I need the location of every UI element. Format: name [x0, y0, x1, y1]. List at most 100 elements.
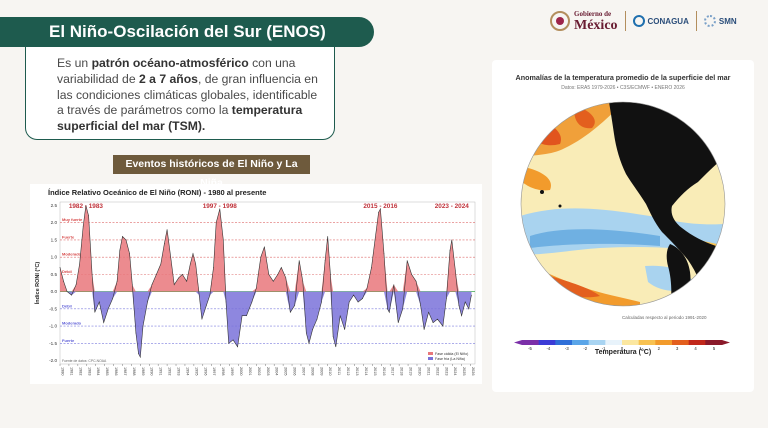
roni-data-point [135, 332, 137, 334]
roni-data-point [308, 342, 310, 344]
roni-data-point [298, 260, 300, 261]
roni-data-point [280, 267, 282, 268]
roni-data-point [428, 311, 429, 313]
roni-data-point [186, 280, 188, 282]
colorbar-segment [688, 340, 706, 345]
colorbar-segment [538, 340, 556, 345]
roni-data-point [330, 274, 331, 275]
roni-data-point [264, 246, 265, 248]
x-tick-label: 1987 [123, 367, 127, 375]
roni-data-point [420, 305, 421, 306]
x-tick-label: 2016 [382, 367, 386, 375]
colorbar-tick: 5 [713, 346, 716, 350]
x-tick-label: 2022 [435, 367, 439, 375]
roni-data-point [305, 332, 307, 334]
roni-data-point [198, 294, 200, 296]
roni-data-point [88, 215, 89, 217]
chart-source: Fuente de datos: CPC-NOAA [62, 359, 107, 363]
roni-data-point [294, 305, 296, 306]
x-tick-label: 1991 [159, 367, 163, 375]
x-tick-label: 2025 [462, 367, 466, 375]
roni-data-point [321, 301, 322, 303]
x-tick-label: 1995 [194, 367, 198, 375]
roni-data-point [189, 263, 191, 265]
roni-data-point [173, 284, 175, 286]
roni-data-point [112, 298, 114, 299]
cold-phase-area [60, 291, 472, 358]
gobierno-seal-icon [550, 11, 570, 31]
roni-data-point [119, 249, 121, 251]
roni-data-point [415, 280, 417, 282]
roni-data-point [255, 287, 257, 289]
roni-data-point [122, 236, 123, 237]
roni-data-point [91, 274, 93, 275]
map-note: Calculadas respecto al periodo 1991-2020 [622, 315, 707, 320]
x-tick-label: 1981 [69, 367, 73, 375]
gobierno-logo: Gobierno de México [574, 10, 618, 33]
roni-data-point [107, 308, 109, 310]
threshold-label: Débil [62, 303, 72, 308]
roni-data-point [387, 308, 388, 310]
roni-data-point [139, 356, 141, 358]
logo-divider [695, 11, 697, 31]
intro-text: Es un patrón océano-atmosférico con una … [57, 56, 318, 134]
roni-data-point [131, 284, 133, 286]
roni-data-point [201, 318, 203, 320]
threshold-label: Moderado [62, 321, 82, 326]
x-tick-label: 2012 [346, 367, 350, 375]
roni-data-point [432, 322, 434, 323]
roni-data-point [246, 315, 247, 317]
roni-data-point [362, 298, 363, 299]
roni-data-point [166, 229, 168, 230]
colorbar-segment [588, 340, 606, 345]
roni-data-point [378, 211, 379, 213]
x-tick-label: 2007 [301, 367, 305, 375]
x-tick-label: 2001 [248, 367, 252, 375]
colorbar-max-arrow [722, 340, 730, 345]
roni-data-point [116, 280, 118, 282]
x-tick-label: 2010 [328, 367, 332, 375]
roni-data-point [260, 256, 262, 258]
colorbar-tick: 2 [658, 346, 661, 350]
roni-data-point [241, 315, 243, 317]
roni-data-point [302, 280, 304, 282]
y-tick-label: 1.0 [51, 255, 58, 260]
x-tick-label: 1984 [96, 367, 100, 375]
roni-data-point [468, 308, 470, 310]
x-tick-label: 2015 [373, 367, 377, 375]
x-tick-label: 1998 [221, 367, 225, 375]
x-tick-label: 2002 [257, 367, 261, 375]
legend-label-cold: Fase fría (La Niña) [435, 357, 465, 361]
colorbar-tick: 1 [639, 346, 642, 350]
y-tick-label: 2.0 [51, 220, 58, 225]
roni-data-point [312, 329, 313, 330]
roni-data-point [380, 208, 381, 210]
y-tick-label: -1.0 [49, 324, 57, 329]
roni-data-point [449, 249, 451, 251]
x-tick-label: 1996 [203, 367, 207, 375]
roni-data-point [192, 253, 194, 255]
threshold-label: Fuerte [62, 234, 75, 239]
colorbar-segment [605, 340, 623, 345]
y-tick-label: 2.5 [51, 203, 58, 208]
colorbar-label: Temperatura (°C) [594, 349, 652, 356]
x-tick-label: 2020 [417, 367, 421, 375]
x-tick-label: 2023 [444, 367, 448, 375]
intro-card [25, 45, 335, 140]
x-tick-label: 2026 [471, 367, 475, 375]
events-title: Eventos históricos de El Niño y La Niña [113, 155, 310, 189]
x-tick-label: 1985 [105, 367, 109, 375]
legend-swatch-cold [428, 357, 433, 360]
roni-data-point [335, 346, 337, 348]
roni-data-point [237, 346, 238, 348]
x-tick-label: 2009 [319, 367, 323, 375]
logos: Gobierno de México CONAGUA SMN [550, 10, 737, 33]
logo-divider [624, 11, 626, 31]
roni-data-point [59, 267, 61, 268]
x-tick-label: 1994 [185, 367, 189, 375]
roni-data-point [228, 342, 230, 344]
colorbar-tick: -2 [583, 346, 587, 350]
roni-data-point [461, 315, 462, 317]
page-title: El Niño-Oscilación del Sur (ENOS) [0, 17, 374, 47]
x-tick-label: 1997 [212, 367, 216, 375]
